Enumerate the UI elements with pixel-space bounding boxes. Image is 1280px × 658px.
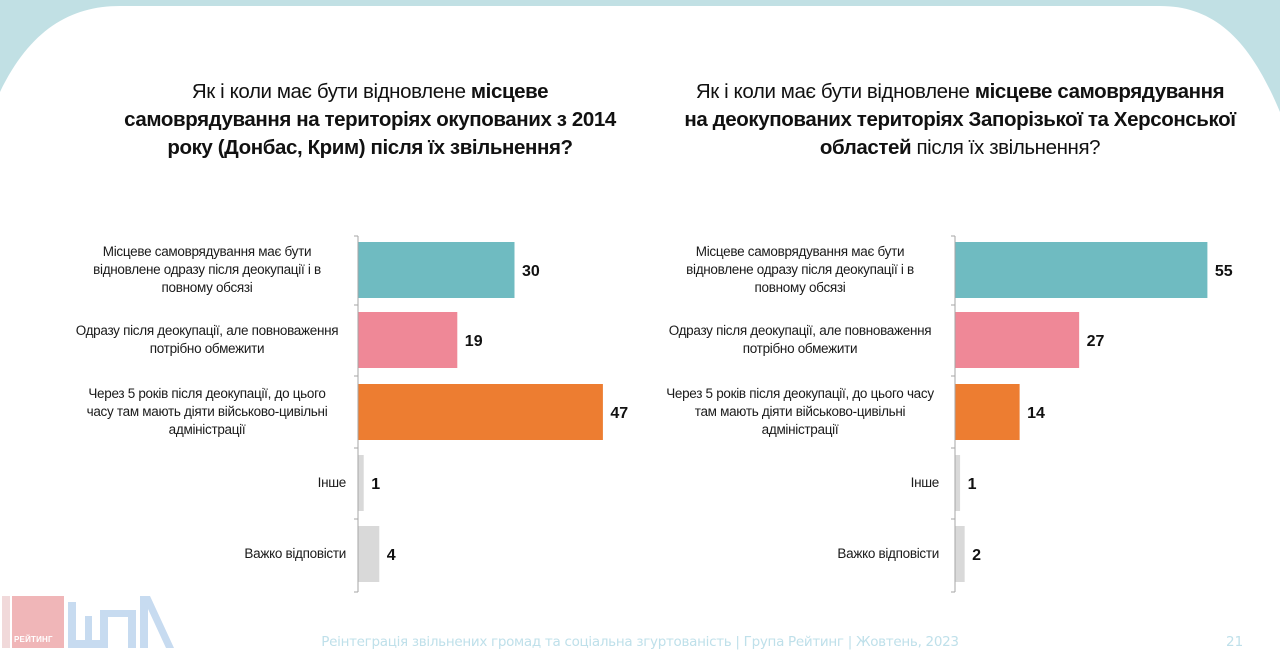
chart-title-bold-text: місцеве — [470, 80, 549, 103]
chart-title-text: після їх звільнення? — [911, 136, 1101, 159]
chart-title-right: Як і коли має бути відновлене місцеве са… — [680, 78, 1240, 162]
category-label-text: Через 5 років після деокупації, до цього… — [666, 385, 934, 439]
chart-title-text: Як і коли має бути відновлене — [191, 80, 471, 103]
bar — [358, 312, 458, 368]
category-label-text: Інше — [317, 474, 347, 492]
chart-title-line: Як і коли має бути відновлене місцеве са… — [680, 78, 1240, 106]
chart-title-line: областей після їх звільнення? — [680, 134, 1240, 162]
category-label-line: Місцеве самоврядування має бути — [102, 244, 312, 259]
category-label-line: Місцеве самоврядування має бути — [695, 244, 905, 259]
category-label-text: Одразу після деокупації, але повноваженн… — [669, 322, 932, 358]
data-label: 55 — [1215, 263, 1233, 280]
category-label-line: Важко відповісти — [244, 546, 346, 561]
bar — [955, 455, 961, 511]
data-label: 4 — [387, 547, 396, 564]
chart-title-left: Як і коли має бути відновлене місцеве сам… — [110, 78, 630, 162]
category-label: Місцеве самоврядування має бути відновлен… — [655, 242, 945, 298]
page-number: 21 — [1226, 634, 1244, 650]
category-label-text: Місцеве самоврядування має бути відновлен… — [93, 243, 321, 297]
chart-title-bold-text: місцеве самоврядування — [974, 80, 1225, 103]
category-label: Місцеве самоврядування має бути відновлен… — [62, 242, 352, 298]
category-label-line: Одразу після деокупації, але повноваженн… — [668, 323, 932, 338]
category-label-line: відновлене одразу після деокупації і в — [93, 262, 321, 277]
rating-logo-icon: РЕЙТИНГ — [2, 596, 64, 648]
bar — [358, 526, 380, 582]
rating-logo-word: РЕЙТИНГ — [14, 635, 53, 644]
category-label-line: повному обсязі — [161, 280, 253, 295]
chart-title-line: року (Донбас, Крим) після їх звільнення? — [110, 134, 630, 162]
bar — [955, 242, 1208, 298]
chart-title-text: Як і коли має бути відновлене — [695, 80, 975, 103]
chart-panel-right: Як і коли має бути відновлене місцеве са… — [640, 0, 1280, 600]
bar — [358, 384, 603, 440]
shpa-logo-icon — [68, 596, 174, 648]
chart-title-line: самоврядування на територіях окупованих … — [110, 106, 630, 134]
category-label: Одразу після деокупації, але повноваженн… — [62, 312, 352, 368]
category-label-text: Через 5 років після деокупації, до цього… — [87, 385, 328, 439]
bar — [358, 455, 364, 511]
category-label-line: Інше — [910, 475, 940, 490]
bar-chart-left: 30 19 47 1 4 — [354, 235, 628, 593]
category-label-line: Інше — [317, 475, 347, 490]
chart-title-bold-text: на деокупованих територіях Запорізької т… — [684, 108, 1236, 131]
bar — [955, 526, 965, 582]
category-label: Важко відповісти — [800, 526, 939, 582]
data-label: 1 — [968, 476, 977, 493]
data-label: 2 — [972, 547, 981, 564]
chart-panel-left: Як і коли має бути відновлене місцеве сам… — [0, 0, 640, 600]
footer-caption: Реінтеграція звільнених громад та соціал… — [321, 634, 959, 650]
category-label: Через 5 років після деокупації, до цього… — [62, 384, 352, 440]
category-label-text: Інше — [910, 474, 940, 492]
category-label-text: Важко відповісти — [244, 545, 346, 563]
category-label-line: там мають діяти військово-цивільні — [694, 404, 906, 419]
category-label-text: Одразу після деокупації, але повноваженн… — [76, 322, 339, 358]
bar-chart-right: 55 27 14 1 2 — [951, 235, 1233, 593]
chart-title-bold-text: року (Донбас, Крим) після їх звільнення? — [167, 136, 573, 159]
rating-logo-side-strip — [2, 596, 10, 648]
category-label-line: потрібно обмежити — [149, 341, 265, 356]
category-label-line: повному обсязі — [754, 280, 846, 295]
bar — [955, 384, 1020, 440]
category-label: Одразу після деокупації, але повноваженн… — [655, 312, 945, 368]
bar — [358, 242, 515, 298]
category-label-text: Місцеве самоврядування має бути відновлен… — [686, 243, 914, 297]
chart-title-bold-text: самоврядування на територіях окупованих … — [124, 108, 616, 131]
data-label: 1 — [371, 476, 380, 493]
category-label-line: часу там мають діяти військово-цивільні — [86, 404, 328, 419]
category-label: Інше — [800, 455, 940, 511]
category-label-line: відновлене одразу після деокупації і в — [686, 262, 914, 277]
category-label-line: потрібно обмежити — [742, 341, 858, 356]
data-label: 30 — [522, 263, 540, 280]
data-label: 27 — [1087, 333, 1105, 350]
category-label: Через 5 років після деокупації, до цього… — [655, 384, 945, 440]
category-label: Важко відповісти — [200, 526, 346, 582]
category-label-line: адміністрації — [761, 422, 839, 437]
data-label: 14 — [1027, 405, 1045, 422]
category-label-line: Через 5 років після деокупації, до цього… — [666, 386, 934, 401]
data-label: 19 — [465, 333, 483, 350]
chart-title-bold-text: областей — [819, 136, 912, 159]
chart-title-line: Як і коли має бути відновлене місцеве — [110, 78, 630, 106]
category-label-line: Одразу після деокупації, але повноваженн… — [75, 323, 339, 338]
category-label-line: Через 5 років після деокупації, до цього — [88, 386, 326, 401]
category-label-line: адміністрації — [168, 422, 246, 437]
chart-title-line: на деокупованих територіях Запорізької т… — [680, 106, 1240, 134]
category-label: Інше — [200, 455, 347, 511]
bar — [955, 312, 1080, 368]
category-label-text: Важко відповісти — [837, 545, 939, 563]
category-label-line: Важко відповісти — [837, 546, 939, 561]
data-label: 47 — [610, 405, 628, 422]
